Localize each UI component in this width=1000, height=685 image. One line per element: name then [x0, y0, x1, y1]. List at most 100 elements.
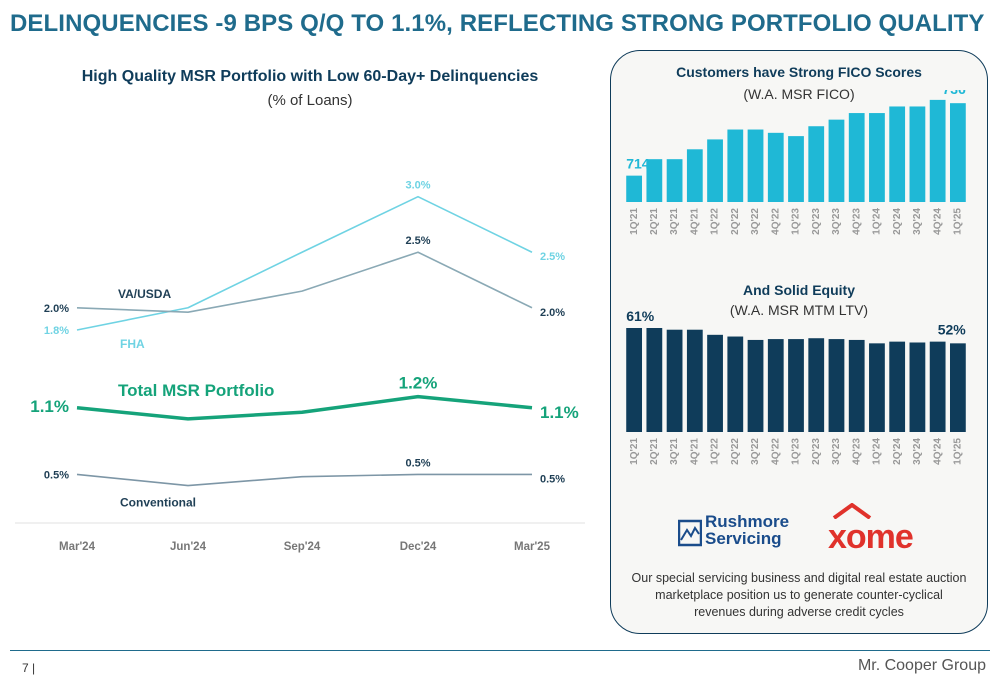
x-tick-label: 3Q'21 [669, 208, 680, 235]
bar [767, 339, 784, 432]
ltv-chart-subtitle: (W.A. MSR MTM LTV) [729, 302, 869, 318]
data-label: 2.5% [540, 251, 565, 263]
series-name-total: Total MSR Portfolio [118, 381, 274, 400]
series-name-fha: FHA [120, 337, 145, 351]
x-tick-label: 4Q'21 [689, 208, 700, 235]
x-tick-label: 1Q'24 [872, 208, 883, 235]
bar [767, 132, 784, 202]
bar [889, 106, 906, 202]
x-tick-label: 2Q'21 [649, 438, 660, 465]
ltv-bar-chart: 1Q'21 2Q'21 3Q'21 4Q'21 1Q'22 2Q'22 3Q'22 4Q'22… [626, 308, 967, 465]
xome-logo: xome [828, 518, 914, 556]
x-tick-label: 3Q'22 [750, 208, 761, 235]
last-bar-label: 52% [938, 321, 967, 337]
bar [666, 329, 683, 432]
x-tick-label: 1Q'22 [710, 438, 721, 465]
series-line-3 [76, 473, 532, 487]
line-chart-subtitle: (% of Loans) [267, 92, 353, 109]
x-tick-label: 2Q'22 [730, 208, 741, 235]
x-tick-label: 1Q'25 [953, 438, 964, 465]
x-tick-label: 3Q'23 [831, 208, 842, 235]
series-line-2 [76, 394, 533, 421]
bar [727, 129, 744, 202]
bar [686, 149, 703, 202]
x-tick-label: Dec'24 [400, 541, 437, 553]
bar [727, 336, 744, 432]
rushmore-logo-line1: Rushmore [705, 512, 790, 531]
data-label: 2.0% [44, 303, 69, 315]
bar [848, 113, 865, 202]
bar [747, 129, 764, 202]
bar [929, 99, 946, 202]
x-tick-label: 1Q'23 [791, 208, 802, 235]
x-tick-label: 4Q'23 [851, 208, 862, 235]
first-bar-label: 714 [626, 156, 650, 172]
x-tick-label: 3Q'23 [831, 438, 842, 465]
data-label: 1.1% [30, 397, 69, 416]
x-tick-label: 1Q'25 [953, 208, 964, 235]
line-chart-title: High Quality MSR Portfolio with Low 60-D… [81, 68, 539, 85]
bar [828, 119, 845, 202]
data-label: 3.0% [405, 180, 430, 192]
bar [626, 328, 643, 432]
bar [889, 341, 906, 432]
ltv-chart-title: And Solid Equity [743, 282, 855, 298]
first-bar-label: 61% [626, 308, 655, 324]
x-tick-label: Mar'25 [514, 541, 551, 553]
data-label: 0.5% [540, 473, 565, 485]
x-tick-label: 4Q'22 [770, 208, 781, 235]
x-tick-label: 2Q'24 [892, 208, 903, 235]
x-tick-label: 2Q'21 [649, 208, 660, 235]
x-tick-label: Jun'24 [170, 541, 207, 553]
fico-chart-subtitle: (W.A. MSR FICO) [743, 86, 855, 102]
x-tick-label: 4Q'24 [932, 208, 943, 235]
data-label: 1.8% [44, 325, 69, 337]
bar [707, 334, 723, 432]
x-tick-label: 1Q'24 [872, 438, 883, 465]
bar [788, 136, 804, 202]
xome-roof-icon [832, 503, 872, 519]
x-tick-label: 1Q'21 [629, 208, 640, 235]
bar [949, 343, 966, 432]
rushmore-logo: Rushmore Servicing [705, 513, 789, 547]
data-label: 1.2% [399, 374, 438, 393]
x-tick-label: 1Q'22 [710, 208, 721, 235]
bar [828, 339, 845, 432]
rushmore-logo-icon [678, 519, 702, 547]
brand-logo: Mr. Cooper Group [857, 657, 986, 674]
delinquency-line-chart: Mar'24 Jun'24 Sep'24 Dec'24 Mar'25 1.8% 3.0% 2.… [15, 180, 585, 553]
rushmore-logo-line2: Servicing [705, 529, 782, 548]
x-tick-label: 3Q'22 [750, 438, 761, 465]
x-tick-label: Sep'24 [284, 541, 321, 553]
x-tick-label: 2Q'24 [892, 438, 903, 465]
panel-blurb: Our special servicing business and digit… [631, 571, 967, 619]
fico-chart-title: Customers have Strong FICO Scores [676, 64, 922, 80]
x-tick-label: 2Q'23 [811, 208, 822, 235]
bar [869, 343, 885, 432]
series-name-va: VA/USDA [118, 287, 171, 301]
data-label: 0.5% [44, 469, 69, 481]
bar [869, 113, 885, 202]
bar [929, 341, 946, 432]
page-number: 7 | [22, 661, 36, 675]
bar [808, 126, 825, 202]
bar [848, 339, 865, 432]
series-line-1 [76, 251, 533, 314]
bar [747, 339, 764, 432]
bar [646, 328, 663, 432]
data-label: 0.5% [405, 457, 430, 469]
bar [788, 339, 804, 432]
x-tick-label: 4Q'22 [770, 438, 781, 465]
bar [666, 159, 683, 202]
x-tick-label: 4Q'24 [932, 438, 943, 465]
bar [949, 103, 966, 202]
data-label: 1.1% [540, 403, 579, 422]
footer-divider [10, 650, 990, 651]
x-tick-label: 3Q'24 [912, 438, 923, 465]
bar [808, 338, 825, 432]
x-tick-label: 2Q'23 [811, 438, 822, 465]
x-tick-label: 4Q'23 [851, 438, 862, 465]
x-tick-label: Mar'24 [59, 541, 96, 553]
bar [626, 175, 643, 202]
bar [707, 139, 723, 202]
